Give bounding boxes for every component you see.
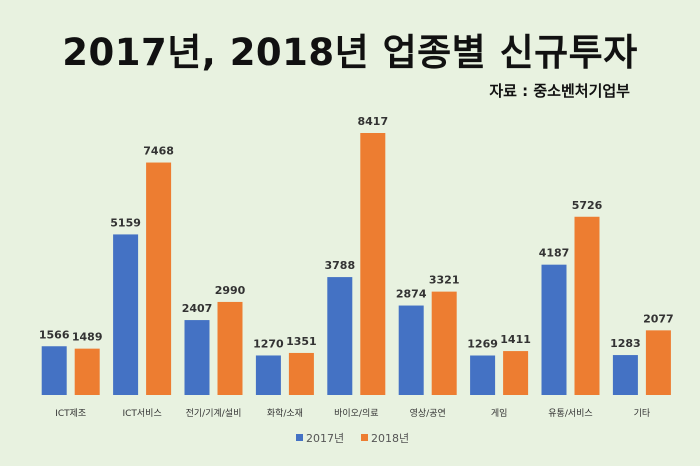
data-label: 5726	[572, 199, 603, 212]
chart-title: 2017년, 2018년 업종별 신규투자	[62, 31, 638, 74]
bar-2018-7	[574, 216, 600, 395]
bar-2017-8	[612, 355, 638, 395]
data-label: 1270	[253, 337, 284, 350]
data-label: 2874	[396, 288, 427, 301]
bar-2018-4	[360, 133, 386, 395]
data-label: 2990	[215, 284, 246, 297]
bar-2017-2	[184, 320, 210, 395]
data-label: 1566	[39, 328, 70, 341]
source-note: 자료 : 중소벤처기업부	[489, 82, 630, 100]
bar-2017-1	[113, 234, 139, 395]
bar-2018-1	[146, 162, 172, 395]
category-label: 바이오/의료	[334, 408, 378, 419]
category-label: 전기/기계/설비	[186, 407, 242, 419]
data-label: 1269	[467, 337, 498, 350]
category-label: 유통/서비스	[548, 408, 592, 419]
category-label: 영상/공연	[410, 408, 446, 419]
bar-2018-2	[217, 301, 243, 395]
category-label: 게임	[491, 407, 508, 419]
bar-2017-4	[327, 277, 353, 395]
category-label: 기타	[634, 408, 651, 419]
bar-2017-6	[470, 355, 496, 395]
data-label: 7468	[143, 145, 174, 158]
bar-2017-3	[255, 355, 281, 395]
category-label: ICT서비스	[122, 408, 161, 419]
legend-swatch	[296, 434, 303, 441]
data-label: 8417	[357, 115, 388, 128]
bar-2018-0	[74, 348, 100, 395]
bar-2017-5	[398, 305, 424, 395]
category-label: ICT제조	[55, 408, 86, 419]
data-label: 3788	[324, 259, 355, 272]
data-label: 4187	[539, 247, 570, 260]
legend-swatch	[361, 434, 368, 441]
bar-2018-6	[503, 351, 529, 395]
bar-2018-5	[431, 291, 457, 395]
data-label: 2407	[182, 302, 213, 315]
data-label: 1351	[286, 335, 317, 348]
data-label: 2077	[643, 312, 674, 325]
data-label: 1283	[610, 337, 641, 350]
data-label: 5159	[110, 216, 141, 229]
bar-2018-8	[645, 330, 671, 395]
bar-2017-7	[541, 264, 567, 395]
category-label: 화학/소재	[267, 408, 303, 419]
data-label: 1489	[72, 331, 103, 344]
data-label: 3321	[429, 274, 460, 287]
legend-label: 2017년	[306, 432, 344, 445]
bar-2017-0	[41, 346, 67, 395]
bar-2018-3	[288, 352, 314, 395]
legend-label: 2018년	[371, 432, 409, 445]
data-label: 1411	[500, 333, 531, 346]
